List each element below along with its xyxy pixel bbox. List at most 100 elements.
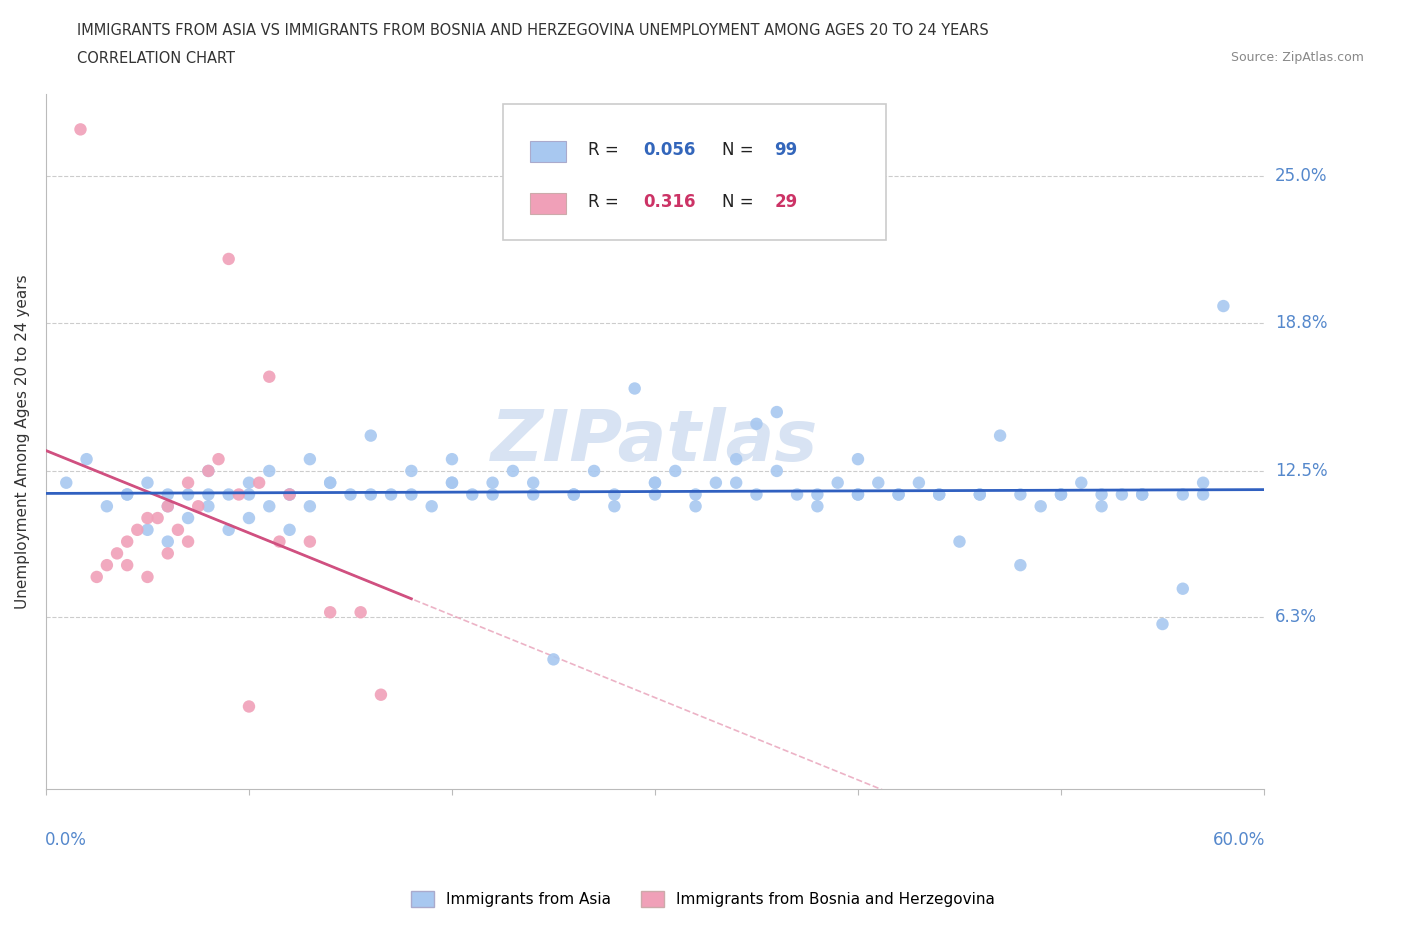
Point (259, 498, 281, 513)
Point (177, 511, 200, 525)
Text: Source: ZipAtlas.com: Source: ZipAtlas.com (1230, 51, 1364, 64)
Point (481, 487, 503, 502)
Point (522, 487, 544, 502)
Point (298, 452, 321, 467)
Point (603, 487, 626, 502)
Point (278, 487, 301, 502)
Point (401, 463, 423, 478)
Legend: Immigrants from Asia, Immigrants from Bosnia and Herzegovina: Immigrants from Asia, Immigrants from Bo… (405, 884, 1001, 913)
Point (461, 487, 484, 502)
Point (156, 498, 179, 513)
Point (928, 487, 950, 502)
Point (370, 687, 392, 702)
Point (887, 487, 910, 502)
Point (1029, 498, 1052, 513)
Point (969, 487, 991, 502)
Point (136, 569, 159, 584)
Point (420, 498, 443, 513)
Point (1171, 487, 1194, 502)
Point (806, 487, 828, 502)
Point (197, 498, 219, 513)
Point (562, 487, 585, 502)
Point (115, 487, 138, 502)
Point (685, 498, 707, 513)
Point (806, 498, 828, 513)
Text: ZIPatlas: ZIPatlas (491, 407, 818, 476)
Point (685, 487, 707, 502)
Point (360, 428, 382, 443)
Point (177, 487, 200, 502)
Point (96, 498, 118, 513)
Point (868, 475, 890, 490)
Text: 29: 29 (775, 193, 797, 211)
Text: 0.316: 0.316 (643, 193, 696, 211)
Point (187, 498, 209, 513)
Point (765, 463, 787, 478)
Point (156, 487, 179, 502)
Point (543, 652, 565, 667)
Point (278, 487, 301, 502)
Point (1192, 475, 1215, 490)
Point (1090, 498, 1112, 513)
Point (1130, 487, 1153, 502)
Point (1010, 558, 1032, 573)
Point (765, 405, 787, 419)
Text: R =: R = (588, 193, 624, 211)
Point (86, 569, 108, 584)
Text: R =: R = (588, 140, 624, 159)
Point (1212, 299, 1234, 313)
Text: 6.3%: 6.3% (1275, 608, 1317, 626)
Point (298, 498, 321, 513)
Point (745, 417, 768, 432)
Point (786, 487, 808, 502)
Point (238, 699, 260, 714)
Point (440, 475, 463, 490)
Point (887, 487, 910, 502)
Point (1070, 475, 1092, 490)
Point (644, 475, 666, 490)
Point (846, 487, 869, 502)
Point (156, 498, 179, 513)
Point (1192, 487, 1215, 502)
Point (745, 487, 768, 502)
Point (440, 452, 463, 467)
Point (238, 487, 260, 502)
Point (319, 475, 342, 490)
Point (988, 428, 1011, 443)
Point (349, 604, 371, 619)
Point (644, 475, 666, 490)
Point (298, 534, 321, 549)
Point (846, 452, 869, 467)
FancyBboxPatch shape (530, 193, 567, 214)
Point (278, 523, 301, 538)
Point (96, 558, 118, 573)
Point (339, 487, 361, 502)
Point (319, 604, 342, 619)
Text: 18.8%: 18.8% (1275, 313, 1327, 331)
Point (76, 452, 98, 467)
Point (105, 546, 128, 561)
Y-axis label: Unemployment Among Ages 20 to 24 years: Unemployment Among Ages 20 to 24 years (15, 274, 30, 609)
Point (259, 369, 281, 384)
Point (623, 381, 645, 396)
Text: 99: 99 (775, 140, 797, 159)
Point (481, 475, 503, 490)
Point (228, 487, 250, 502)
Point (522, 475, 544, 490)
Point (238, 511, 260, 525)
Text: 12.5%: 12.5% (1275, 462, 1327, 480)
Point (380, 487, 402, 502)
Point (69, 122, 91, 137)
Point (136, 511, 159, 525)
Point (846, 487, 869, 502)
Point (218, 487, 240, 502)
Point (948, 534, 970, 549)
Point (146, 511, 169, 525)
Point (156, 534, 179, 549)
Text: N =: N = (721, 193, 759, 211)
Point (704, 475, 727, 490)
Point (238, 475, 260, 490)
Point (969, 487, 991, 502)
Point (583, 463, 606, 478)
Point (218, 523, 240, 538)
